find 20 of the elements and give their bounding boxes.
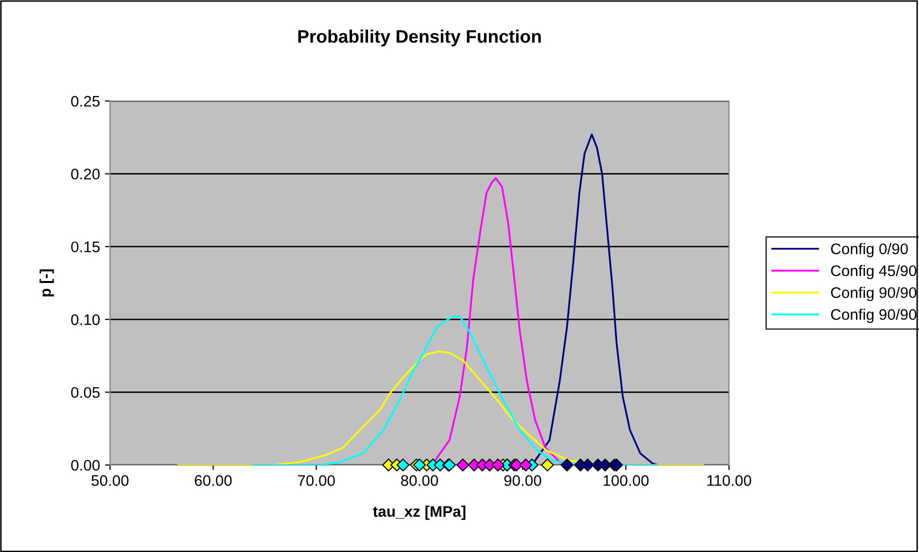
x-axis-title: tau_xz [MPa]: [373, 506, 466, 520]
x-tick-label: 100.00: [604, 475, 649, 486]
y-tick-label: 0.25: [71, 96, 100, 107]
y-tick-label: 0.20: [71, 168, 100, 180]
x-tick-label: 60.00: [194, 475, 232, 486]
x-tick-label: 70.00: [298, 475, 335, 486]
legend-label: Config 90/90: [831, 286, 916, 302]
y-axis-title: p [-]: [40, 269, 54, 296]
legend-label: Config 0/90: [831, 243, 908, 258]
y-tick-label: 0.00: [71, 460, 100, 471]
legend-label: Config 45/90: [831, 264, 916, 280]
x-tick-label: 90.00: [504, 475, 542, 486]
y-tick-label: 0.15: [71, 241, 100, 252]
chart-title: Probability Density Function: [298, 30, 541, 46]
y-tick-label: 0.05: [71, 387, 100, 398]
y-tick-label: 0.10: [71, 314, 100, 326]
x-tick-label: 110.00: [707, 475, 752, 486]
legend-label: Config 90/90: [831, 308, 916, 323]
x-tick-label: 50.00: [91, 475, 129, 486]
x-tick-label: 80.00: [401, 475, 438, 486]
